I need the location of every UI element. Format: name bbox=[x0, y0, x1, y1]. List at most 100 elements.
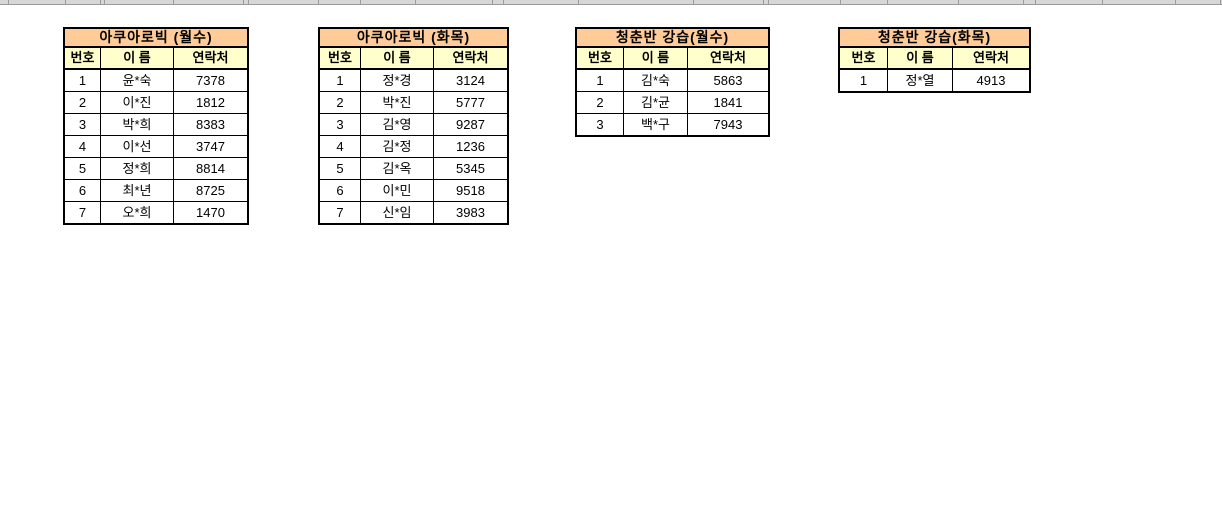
cell-name[interactable]: 김*영 bbox=[361, 114, 434, 135]
gridline-tick bbox=[243, 0, 244, 5]
table-row: 4 이*선 3747 bbox=[65, 136, 247, 158]
cell-name[interactable]: 이*진 bbox=[101, 92, 174, 113]
cell-number[interactable]: 6 bbox=[320, 180, 361, 201]
gridline-band bbox=[0, 0, 1222, 5]
gridline-tick bbox=[578, 0, 579, 5]
roster-table: 청춘반 강습(월수) 번호 이 름 연락처 1 김*숙 5863 2 김*균 1841 3 백*구 79… bbox=[575, 27, 770, 137]
gridline-tick bbox=[840, 0, 841, 5]
cell-number[interactable]: 7 bbox=[65, 202, 101, 223]
table-row: 3 박*희 8383 bbox=[65, 114, 247, 136]
cell-number[interactable]: 1 bbox=[320, 70, 361, 91]
cell-number[interactable]: 5 bbox=[65, 158, 101, 179]
cell-number[interactable]: 4 bbox=[65, 136, 101, 157]
gridline-tick bbox=[173, 0, 174, 5]
cell-name[interactable]: 정*경 bbox=[361, 70, 434, 91]
cell-number[interactable]: 7 bbox=[320, 202, 361, 223]
header-cell-number[interactable]: 번호 bbox=[577, 48, 624, 68]
header-cell-name[interactable]: 이 름 bbox=[624, 48, 688, 68]
cell-contact[interactable]: 1841 bbox=[713, 95, 743, 110]
cell-contact[interactable]: 3124 bbox=[456, 73, 485, 88]
table-title[interactable]: 아쿠아로빅 (월수) bbox=[65, 29, 247, 48]
header-cell-name[interactable]: 이 름 bbox=[101, 48, 174, 68]
table-title[interactable]: 청춘반 강습(화목) bbox=[840, 29, 1029, 48]
header-cell-contact[interactable]: 연락처 bbox=[192, 50, 229, 65]
cell-contact[interactable]: 9287 bbox=[456, 117, 485, 132]
header-cell-name[interactable]: 이 름 bbox=[888, 48, 953, 68]
cell-name[interactable]: 신*임 bbox=[361, 202, 434, 223]
cell-name[interactable]: 최*년 bbox=[101, 180, 174, 201]
cell-number[interactable]: 1 bbox=[840, 70, 888, 91]
header-row: 번호 이 름 연락처 bbox=[840, 48, 1029, 70]
cell-name[interactable]: 김*균 bbox=[624, 92, 688, 113]
cell-name[interactable]: 정*희 bbox=[101, 158, 174, 179]
cell-name[interactable]: 이*민 bbox=[361, 180, 434, 201]
header-row: 번호 이 름 연락처 bbox=[65, 48, 247, 70]
header-cell-number[interactable]: 번호 bbox=[840, 48, 888, 68]
cell-contact[interactable]: 1236 bbox=[456, 139, 485, 154]
header-cell-name[interactable]: 이 름 bbox=[361, 48, 434, 68]
table-row: 1 정*열 4913 bbox=[840, 70, 1029, 91]
table-row: 2 김*균 1841 bbox=[577, 92, 768, 114]
table-title[interactable]: 아쿠아로빅 (화목) bbox=[320, 29, 507, 48]
roster-table: 청춘반 강습(화목) 번호 이 름 연락처 1 정*열 4913 bbox=[838, 27, 1031, 93]
header-cell-contact[interactable]: 연락처 bbox=[973, 50, 1009, 65]
cell-name[interactable]: 이*선 bbox=[101, 136, 174, 157]
gridline-tick bbox=[1175, 0, 1176, 5]
gridline-tick bbox=[763, 0, 764, 5]
cell-contact[interactable]: 1812 bbox=[196, 95, 225, 110]
table-title[interactable]: 청춘반 강습(월수) bbox=[577, 29, 768, 48]
gridline-tick bbox=[318, 0, 319, 5]
cell-name[interactable]: 김*정 bbox=[361, 136, 434, 157]
cell-contact[interactable]: 3983 bbox=[456, 205, 485, 220]
header-cell-number[interactable]: 번호 bbox=[65, 48, 101, 68]
cell-contact[interactable]: 5863 bbox=[713, 73, 743, 88]
cell-contact[interactable]: 8814 bbox=[196, 161, 225, 176]
table-row: 2 박*진 5777 bbox=[320, 92, 507, 114]
gridline-tick bbox=[104, 0, 105, 5]
cell-number[interactable]: 3 bbox=[65, 114, 101, 135]
cell-number[interactable]: 1 bbox=[65, 70, 101, 91]
table-row: 7 신*임 3983 bbox=[320, 202, 507, 223]
table-row: 1 정*경 3124 bbox=[320, 70, 507, 92]
cell-number[interactable]: 3 bbox=[320, 114, 361, 135]
table-row: 3 김*영 9287 bbox=[320, 114, 507, 136]
cell-name[interactable]: 박*희 bbox=[101, 114, 174, 135]
cell-contact[interactable]: 5777 bbox=[456, 95, 485, 110]
gridline-tick bbox=[360, 0, 361, 5]
table-row: 5 김*옥 5345 bbox=[320, 158, 507, 180]
cell-number[interactable]: 2 bbox=[320, 92, 361, 113]
cell-contact[interactable]: 7378 bbox=[196, 73, 225, 88]
cell-contact[interactable]: 9518 bbox=[456, 183, 485, 198]
cell-contact[interactable]: 5345 bbox=[456, 161, 485, 176]
cell-number[interactable]: 2 bbox=[577, 92, 624, 113]
table-row: 6 이*민 9518 bbox=[320, 180, 507, 202]
cell-contact[interactable]: 1470 bbox=[196, 205, 225, 220]
cell-number[interactable]: 1 bbox=[577, 70, 624, 91]
gridline-tick bbox=[503, 0, 504, 5]
cell-number[interactable]: 6 bbox=[65, 180, 101, 201]
cell-contact[interactable]: 3747 bbox=[196, 139, 225, 154]
cell-name[interactable]: 김*옥 bbox=[361, 158, 434, 179]
cell-contact[interactable]: 4913 bbox=[976, 73, 1006, 88]
cell-name[interactable]: 정*열 bbox=[888, 70, 953, 91]
gridline-tick bbox=[1023, 0, 1024, 5]
cell-number[interactable]: 3 bbox=[577, 114, 624, 135]
gridline-tick bbox=[693, 0, 694, 5]
cell-name[interactable]: 오*희 bbox=[101, 202, 174, 223]
cell-contact[interactable]: 8725 bbox=[196, 183, 225, 198]
cell-name[interactable]: 윤*숙 bbox=[101, 70, 174, 91]
header-cell-contact[interactable]: 연락처 bbox=[452, 50, 489, 65]
cell-number[interactable]: 4 bbox=[320, 136, 361, 157]
cell-name[interactable]: 박*진 bbox=[361, 92, 434, 113]
header-cell-contact[interactable]: 연락처 bbox=[710, 50, 746, 65]
cell-number[interactable]: 5 bbox=[320, 158, 361, 179]
gridline-tick bbox=[958, 0, 959, 5]
cell-number[interactable]: 2 bbox=[65, 92, 101, 113]
cell-contact[interactable]: 7943 bbox=[713, 117, 743, 132]
header-cell-number[interactable]: 번호 bbox=[320, 48, 361, 68]
cell-name[interactable]: 백*구 bbox=[624, 114, 688, 135]
header-row: 번호 이 름 연락처 bbox=[320, 48, 507, 70]
cell-contact[interactable]: 8383 bbox=[196, 117, 225, 132]
cell-name[interactable]: 김*숙 bbox=[624, 70, 688, 91]
